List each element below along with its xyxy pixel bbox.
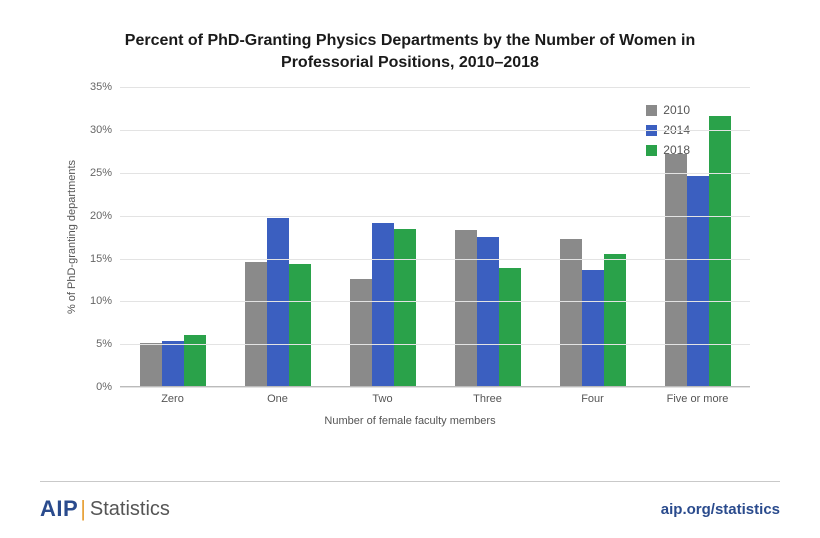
x-tick-label: Five or more [645,393,750,405]
legend-swatch [646,145,657,156]
footer: AIP | Statistics aip.org/statistics [40,496,780,522]
x-tick-label: One [225,393,330,405]
x-axis-title: Number of female faculty members [60,415,760,427]
y-tick-label: 0% [96,381,120,393]
y-tick-label: 15% [90,253,120,265]
bar [604,254,626,387]
legend-item: 2010 [646,103,690,117]
bar [582,270,604,387]
gridline [120,301,750,302]
x-tick-label: Three [435,393,540,405]
bar [455,230,477,387]
gridline [120,344,750,345]
brand-aip-text: AIP [40,496,78,522]
bar [372,223,394,388]
x-tick-label: Four [540,393,645,405]
bar [560,239,582,387]
x-tick-label: Zero [120,393,225,405]
bar [289,264,311,387]
x-tick-label: Two [330,393,435,405]
footer-url: aip.org/statistics [661,501,780,518]
category-group [540,87,645,387]
category-group [330,87,435,387]
gridline [120,259,750,260]
gridline [120,387,750,388]
y-tick-label: 20% [90,210,120,222]
chart-container: Percent of PhD-Granting Physics Departme… [60,30,760,450]
bar [477,237,499,387]
chart-title: Percent of PhD-Granting Physics Departme… [60,30,760,87]
bar [350,279,372,387]
brand-logo: AIP | Statistics [40,496,170,522]
x-axis-labels: ZeroOneTwoThreeFourFive or more [120,393,750,405]
legend-item: 2018 [646,143,690,157]
bar [665,154,687,387]
category-group [435,87,540,387]
legend-label: 2010 [663,103,690,117]
bar [245,262,267,387]
bar [499,268,521,387]
gridline [120,173,750,174]
bar [687,176,709,387]
brand-separator: | [78,496,90,522]
bar [162,341,184,387]
legend-label: 2018 [663,143,690,157]
gridline [120,130,750,131]
bar [140,343,162,387]
y-tick-label: 25% [90,167,120,179]
category-group [120,87,225,387]
bar [709,116,731,387]
brand-stats-text: Statistics [90,498,170,521]
y-tick-label: 5% [96,338,120,350]
y-tick-label: 30% [90,124,120,136]
bar [184,335,206,387]
footer-rule [40,481,780,482]
bar [267,218,289,387]
y-tick-label: 35% [90,81,120,93]
plot-area: % of PhD-granting departments 2010201420… [120,87,750,387]
gridline [120,87,750,88]
gridline [120,216,750,217]
legend-swatch [646,105,657,116]
y-axis-label: % of PhD-granting departments [66,160,78,314]
category-group [225,87,330,387]
y-tick-label: 10% [90,295,120,307]
bar [394,229,416,387]
